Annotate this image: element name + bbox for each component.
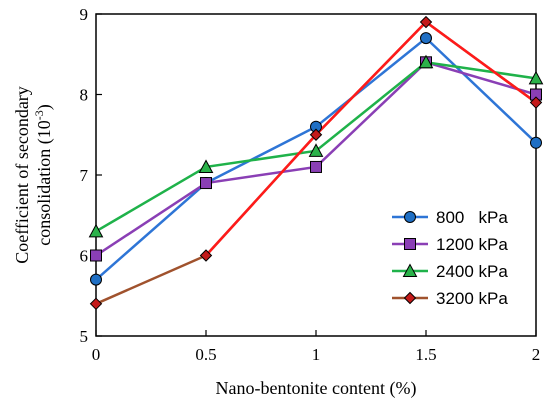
- legend-label: 3200 kPa: [436, 289, 508, 308]
- legend-item-3200kpa: 3200 kPa: [392, 289, 508, 308]
- y-tick-label: 6: [80, 247, 89, 266]
- data-point-2400kpa: [418, 54, 434, 69]
- legend: 800 kPa 1200 kPa 2400 kPa 3200 kPa: [392, 208, 508, 308]
- series-line-overlay-red: [205, 20, 537, 257]
- legend-label: 2400 kPa: [436, 262, 508, 281]
- legend-item-1200kpa: 1200 kPa: [392, 235, 508, 254]
- legend-item-800kpa: 800 kPa: [392, 208, 508, 227]
- y-tick-label: 9: [80, 5, 89, 24]
- data-point-800kpa: [530, 136, 542, 149]
- data-point-800kpa: [90, 273, 102, 286]
- y-tick-label: 8: [80, 86, 89, 105]
- legend-swatch-marker: [404, 238, 416, 250]
- series-markers: [88, 15, 544, 311]
- legend-swatch-marker: [402, 263, 418, 277]
- y-axis-title-line-2: consolidation (10-3): [32, 104, 55, 245]
- legend-swatch-marker: [404, 211, 416, 223]
- y-axis-title-line-1: Coefficient of secondary: [12, 86, 32, 264]
- plot-area: [95, 13, 537, 337]
- data-point-3200kpa: [419, 15, 433, 29]
- legend-label: 1200 kPa: [436, 235, 508, 254]
- x-tick-label: 1.5: [415, 345, 436, 364]
- y-tick-label: 7: [80, 166, 89, 185]
- data-point-800kpa: [420, 32, 432, 45]
- data-point-2400kpa: [88, 223, 104, 238]
- data-point-3200kpa: [529, 96, 543, 109]
- y-axis-title-exponent: -3: [32, 110, 46, 120]
- legend-item-2400kpa: 2400 kPa: [392, 262, 508, 281]
- legend-swatch-marker: [403, 291, 417, 305]
- plot-frame: [95, 13, 537, 337]
- data-point-1200kpa: [310, 160, 322, 173]
- x-tick-label: 0.5: [195, 345, 216, 364]
- y-tick-label: 5: [80, 327, 89, 346]
- data-point-1200kpa: [90, 249, 102, 262]
- x-tick-label: 0: [92, 345, 101, 364]
- data-point-1200kpa: [200, 177, 212, 190]
- data-point-3200kpa: [199, 249, 213, 262]
- axis-ticks: 0 0.5 1 1.5 2 5 6 7 8 9: [80, 5, 541, 364]
- data-point-2400kpa: [528, 70, 544, 85]
- x-tick-label: 2: [532, 345, 541, 364]
- data-point-2400kpa: [308, 143, 324, 157]
- legend-label: 800 kPa: [436, 208, 508, 227]
- data-point-3200kpa: [309, 128, 323, 141]
- y-axis-title-close: ): [34, 104, 55, 110]
- y-axis-title: Coefficient of secondary consolidation (…: [12, 86, 55, 264]
- x-axis-title: Nano-bentonite content (%): [216, 378, 417, 399]
- data-point-3200kpa: [89, 297, 103, 311]
- data-point-2400kpa: [198, 159, 214, 173]
- y-axis-title-unit: consolidation (10: [34, 120, 55, 245]
- x-tick-label: 1: [312, 345, 321, 364]
